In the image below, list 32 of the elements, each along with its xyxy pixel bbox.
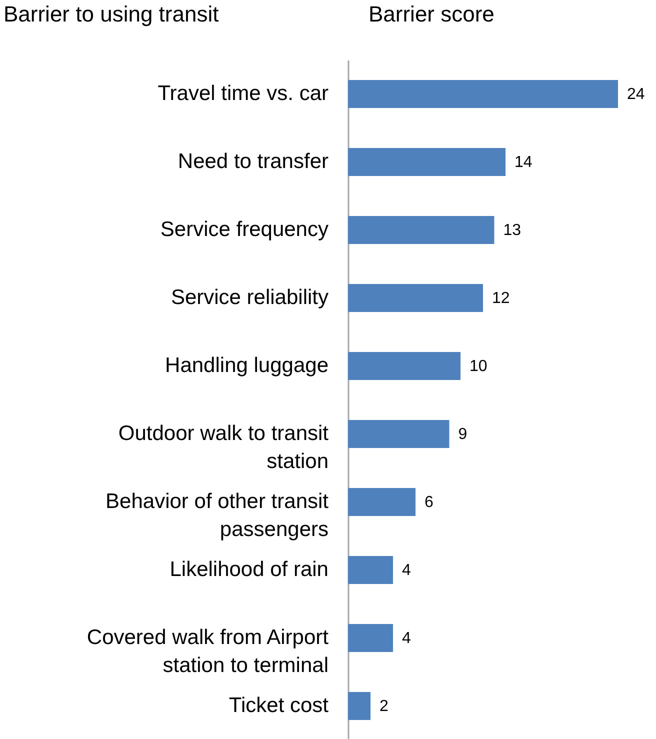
bar xyxy=(348,352,460,380)
bar xyxy=(348,624,393,652)
data-label: 2 xyxy=(380,698,388,715)
bar xyxy=(348,216,494,244)
y-tick-label: Outdoor walk to transit station xyxy=(118,422,329,473)
y-tick-label: Service frequency xyxy=(160,218,329,241)
bar xyxy=(348,148,506,176)
y-tick-label: Need to transfer xyxy=(178,150,328,173)
data-label: 24 xyxy=(627,86,645,103)
data-label: 9 xyxy=(458,426,468,443)
bar xyxy=(348,556,393,584)
bar xyxy=(348,692,370,720)
y-tick-label: Ticket cost xyxy=(228,694,329,717)
bar xyxy=(348,80,618,108)
bar xyxy=(348,488,416,516)
x-axis-title: Barrier score xyxy=(368,2,494,26)
data-label: 4 xyxy=(402,630,411,647)
bar xyxy=(348,284,483,312)
y-tick-label: Travel time vs. car xyxy=(158,82,329,105)
y-tick-label: Behavior of other transit passengers xyxy=(106,490,329,541)
y-axis-title: Barrier to using transit xyxy=(4,2,219,26)
y-tick-label: Handling luggage xyxy=(165,354,328,377)
data-label: 4 xyxy=(402,562,411,579)
data-label: 14 xyxy=(514,154,532,171)
data-label: 13 xyxy=(503,222,522,239)
y-tick-label: Likelihood of rain xyxy=(170,558,328,581)
data-label: 12 xyxy=(492,290,510,307)
data-label: 10 xyxy=(470,358,488,375)
bar xyxy=(348,420,450,448)
data-label: 6 xyxy=(424,494,434,511)
y-tick-label: Covered walk from Airport station to terminal xyxy=(86,626,329,677)
y-tick-label: Service reliability xyxy=(170,286,329,309)
